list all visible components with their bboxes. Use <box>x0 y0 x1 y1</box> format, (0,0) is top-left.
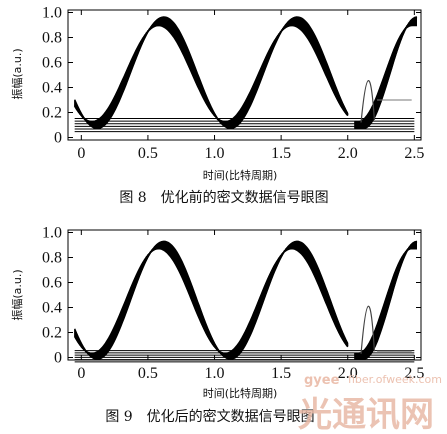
fig9-xlabel: 时间(比特周期) <box>203 386 278 400</box>
fig8-xtick-label: 2.0 <box>338 145 358 162</box>
fig9-traces <box>74 240 418 363</box>
fig8-xlabel: 时间(比特周期) <box>203 168 278 182</box>
fig9-ytick-label: 1.0 <box>42 225 62 242</box>
fig8-xtick-label: 1.5 <box>271 145 291 162</box>
fig8-ylabel: 振幅(a.u.) <box>10 48 24 99</box>
fig9-ytick-label: 0 <box>54 350 62 367</box>
watermark-url: fiber.ofweek.com <box>348 373 442 386</box>
fig8-ytick-label: 0.8 <box>42 30 62 47</box>
fig9-xtick-label: 0 <box>77 365 85 382</box>
fig8-traces <box>74 16 418 133</box>
fig9-ytick-label: 0.4 <box>42 300 62 317</box>
fig8-xtick-label: 1.0 <box>205 145 225 162</box>
fig8-ytick-label: 0.6 <box>42 55 62 72</box>
fig8-xtick-label: 0.5 <box>138 145 158 162</box>
fig8-xtick-label: 2.5 <box>404 145 424 162</box>
fig9-xtick-label: 1.0 <box>205 365 225 382</box>
watermark-site: 光通讯网 <box>298 395 434 434</box>
fig8-trace <box>74 16 349 130</box>
fig8-ytick-label: 0 <box>54 130 62 147</box>
fig8-ytick-label: 1.0 <box>42 5 62 22</box>
fig9-xtick-label: 2.0 <box>338 365 358 382</box>
fig8-caption: 图 8 优化前的密文数据信号眼图 <box>119 189 328 206</box>
fig9-ylabel: 振幅(a.u.) <box>10 269 24 320</box>
fig8-ytick-label: 0.2 <box>42 105 62 122</box>
fig8-glitch-trace <box>360 80 375 123</box>
eye-diagram-fig8: 0 0.2 0.4 0.6 0.8 1.0 0 0.5 1.0 1.5 2.0 2.5 <box>42 5 424 163</box>
fig8-xtick-label: 0 <box>77 145 85 162</box>
watermark: gyee fiber.ofweek.com 光通讯网 <box>298 373 442 434</box>
eye-diagram-fig9: 0 0.2 0.4 0.6 0.8 1.0 0 0.5 1.0 1.5 2.0 2.5 <box>42 225 424 383</box>
fig9-ytick-label: 0.2 <box>42 325 62 342</box>
fig9-caption: 图 9 优化后的密文数据信号眼图 <box>105 408 314 425</box>
watermark-logo: gyee <box>304 373 340 388</box>
fig9-xtick-label: 0.5 <box>138 365 158 382</box>
fig9-ytick-label: 0.6 <box>42 275 62 292</box>
fig9-xtick-label: 2.5 <box>404 365 424 382</box>
fig9-trace-edge <box>354 240 418 360</box>
fig9-glitch-trace <box>360 305 375 354</box>
fig8-trace-edge <box>354 16 418 130</box>
fig9-xtick-label: 1.5 <box>271 365 291 382</box>
fig8-ytick-label: 0.4 <box>42 80 62 97</box>
fig9-trace <box>74 240 349 360</box>
fig9-ytick-label: 0.8 <box>42 250 62 267</box>
